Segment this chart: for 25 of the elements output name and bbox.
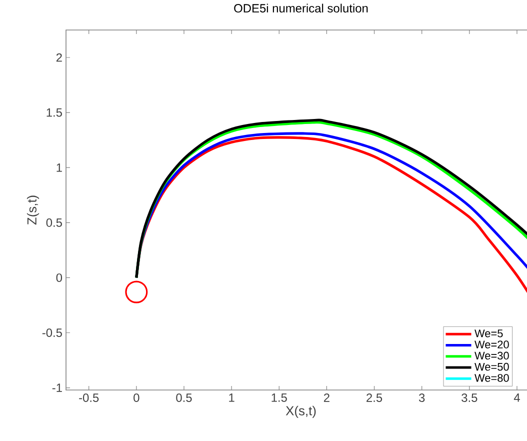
x-tick-label: 4: [514, 394, 520, 402]
y-tick-label: 1.5: [46, 108, 62, 117]
legend-label: We=80: [474, 374, 509, 382]
y-tick-label: 0: [56, 273, 62, 282]
x-axis-title: X(s,t): [286, 406, 316, 418]
legend-label: We=5: [474, 330, 503, 338]
chart-title: ODE5i numerical solution: [234, 4, 368, 13]
x-tick-label: 2.5: [366, 394, 382, 402]
y-tick-label: 0.5: [46, 218, 62, 227]
y-tick-label: -1: [52, 384, 62, 392]
legend-label: We=20: [474, 340, 509, 348]
x-tick-label: -0.5: [79, 394, 99, 402]
y-tick-label: -0.5: [42, 328, 62, 337]
x-tick-label: 3: [418, 394, 425, 402]
legend-label: We=50: [474, 362, 509, 371]
y-tick-label: 1: [56, 163, 62, 172]
x-tick-label: 1: [229, 394, 234, 402]
x-tick-label: 2: [324, 394, 330, 402]
x-tick-label: 0: [134, 394, 140, 402]
x-tick-label: 1.5: [272, 394, 287, 402]
x-tick-label: 3.5: [462, 394, 478, 402]
y-axis-title: Z(s,t): [26, 196, 40, 225]
legend-label: We=30: [474, 352, 509, 360]
x-tick-label: 0.5: [176, 394, 192, 402]
y-tick-label: 2: [56, 53, 62, 62]
